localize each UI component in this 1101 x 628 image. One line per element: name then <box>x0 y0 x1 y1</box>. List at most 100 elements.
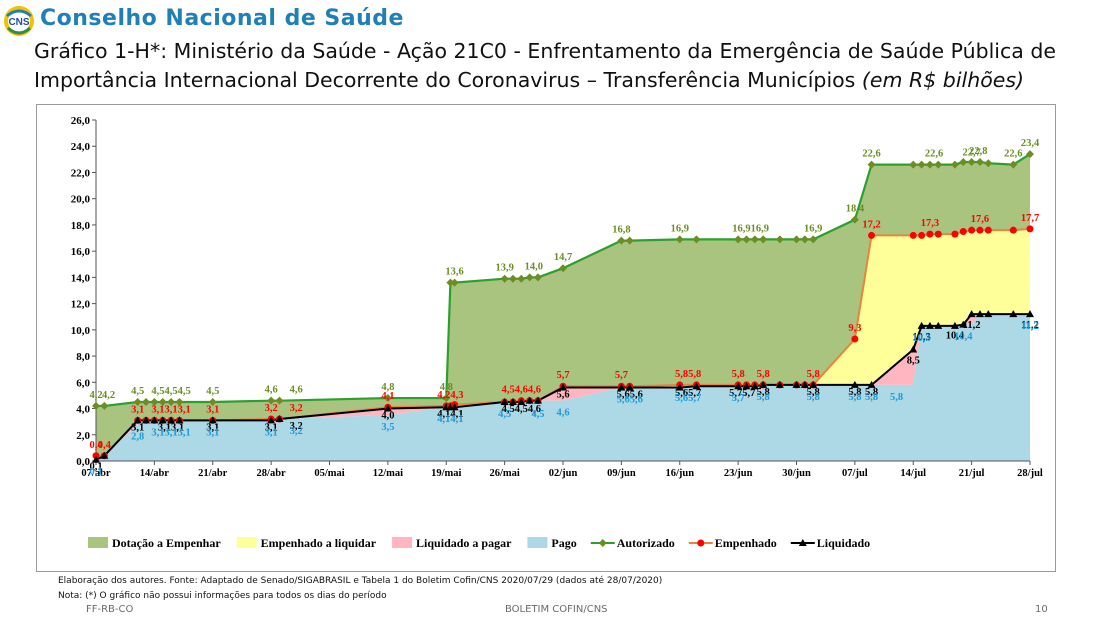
y-tick-label: 8,0 <box>76 351 90 363</box>
legend-label: Dotação a Empenhar <box>112 536 221 550</box>
marker-liquidado <box>759 380 768 388</box>
data-label-autorizado: 4,2 <box>89 390 102 401</box>
marker-liquidado <box>500 397 509 405</box>
legend-label: Empenhado a liquidar <box>261 536 377 550</box>
marker-autorizado <box>383 394 392 403</box>
marker-liquidado <box>450 403 459 411</box>
marker-autorizado <box>950 160 959 169</box>
marker-empenhado <box>959 227 967 235</box>
data-label-empenhado: 3,1 <box>206 404 219 415</box>
marker-autorizado <box>917 160 926 169</box>
data-label-autorizado: 23,4 <box>1021 138 1040 149</box>
data-label-empenhado: 17,2 <box>862 219 880 230</box>
data-label-liquidado: 8,5 <box>907 356 920 367</box>
marker-liquidado <box>275 415 284 423</box>
marker-empenhado <box>1009 226 1017 234</box>
data-label-autorizado: 14,7 <box>554 252 572 263</box>
marker-autorizado <box>967 157 976 166</box>
marker-autorizado <box>850 215 859 224</box>
marker-liquidado <box>142 416 151 424</box>
marker-empenhado <box>868 231 876 239</box>
data-label-liquidado: 5,8 <box>848 387 861 398</box>
legend-item-empenhado-a-liquidar <box>236 537 257 548</box>
data-label-liquidado: 3,1 <box>131 422 144 433</box>
marker-autorizado <box>559 264 567 273</box>
marker-empenhado <box>976 226 984 234</box>
data-label-pago: 5,65,7 <box>675 393 701 404</box>
marker-empenhado <box>918 231 926 239</box>
marker-liquidado <box>934 321 943 329</box>
legend-item-liquidado <box>790 539 815 546</box>
area-pago <box>96 314 1030 461</box>
data-label-liquidado: 4,0 <box>381 411 394 422</box>
data-label-pago: 10,3 <box>912 333 930 344</box>
data-label-pago: 5,8 <box>807 392 820 403</box>
marker-autorizado <box>517 274 526 283</box>
legend-swatch <box>392 537 413 548</box>
data-label-empenhado: 17,3 <box>921 218 939 229</box>
data-label-empenhado: 4,24,3 <box>437 390 463 401</box>
data-label-autorizado: 22,6 <box>1004 149 1022 160</box>
marker-liquidado <box>750 382 759 390</box>
marker-autorizado <box>208 397 217 406</box>
legend-label: Empenhado <box>715 536 777 550</box>
data-label-autorizado: 4,2 <box>102 390 115 401</box>
x-tick-label: 02/jun <box>549 468 578 479</box>
data-label-pago: 3,13,13,1 <box>151 427 190 438</box>
data-label-liquidado: 10,4 <box>946 331 965 342</box>
period-note: Nota: (*) O gráfico não possui informaçõ… <box>58 591 387 601</box>
marker-autorizado <box>959 157 968 166</box>
x-tick-label: 26/mai <box>489 468 519 479</box>
marker-liquidado <box>167 416 176 424</box>
data-label-autorizado: 4,8 <box>440 382 453 393</box>
marker-autorizado <box>867 160 876 169</box>
marker-liquidado <box>950 321 959 329</box>
marker-liquidado <box>917 321 926 329</box>
legend-marker <box>697 539 705 547</box>
marker-empenhado <box>934 230 942 238</box>
legend-item-dotação-a-empenhar <box>88 537 108 548</box>
marker-liquidado <box>208 416 217 424</box>
marker-autorizado <box>142 397 151 406</box>
data-label-pago: 3,1 <box>265 427 278 438</box>
data-label-autorizado: 22,6 <box>862 149 880 160</box>
marker-autorizado <box>792 235 801 244</box>
marker-liquidado <box>984 310 993 318</box>
legend-label: Liquidado <box>817 536 870 550</box>
marker-liquidado <box>508 397 517 405</box>
legend-marker <box>598 539 607 547</box>
data-label-autorizado: 16,916,9 <box>732 223 769 234</box>
data-label-empenhado: 0,4 <box>89 440 103 451</box>
marker-liquidado <box>625 383 634 391</box>
data-label-pago: 3,2 <box>290 426 303 437</box>
cns-logo-icon: CNS <box>4 6 34 36</box>
marker-liquidado <box>525 396 534 404</box>
data-label-autorizado: 22,8 <box>969 146 987 157</box>
org-name: Conselho Nacional de Saúde <box>40 6 404 31</box>
marker-autorizado <box>625 236 634 245</box>
footer-center: BOLETIM COFIN/CNS <box>505 604 608 615</box>
data-label-liquidado: 5,6 <box>556 390 569 401</box>
legend-swatch <box>236 537 257 548</box>
y-tick-label: 24,0 <box>71 141 91 153</box>
data-label-pago: 5,8 <box>848 392 861 403</box>
legend-label: Autorizado <box>617 536 675 550</box>
marker-liquidado <box>675 383 684 391</box>
legend-marker <box>798 539 807 546</box>
data-label-liquidado: 4,14,1 <box>437 409 463 420</box>
y-tick-label: 18,0 <box>71 220 91 232</box>
marker-empenhado <box>926 230 934 238</box>
marker-liquidado <box>517 397 526 405</box>
marker-empenhado <box>909 231 917 239</box>
legend-label: Liquidado a pagar <box>416 536 512 550</box>
marker-liquidado <box>1026 310 1034 318</box>
data-label-autorizado: 4,5 <box>206 386 219 397</box>
data-label-empenhado: 5,7 <box>556 370 569 381</box>
marker-liquidado <box>850 380 859 388</box>
data-label-autorizado: 4,5 <box>131 386 144 397</box>
marker-autorizado <box>158 397 167 406</box>
data-label-autorizado: 14,0 <box>525 261 543 272</box>
marker-autorizado <box>525 273 534 282</box>
marker-autorizado <box>267 396 276 405</box>
y-tick-label: 12,0 <box>71 299 91 311</box>
